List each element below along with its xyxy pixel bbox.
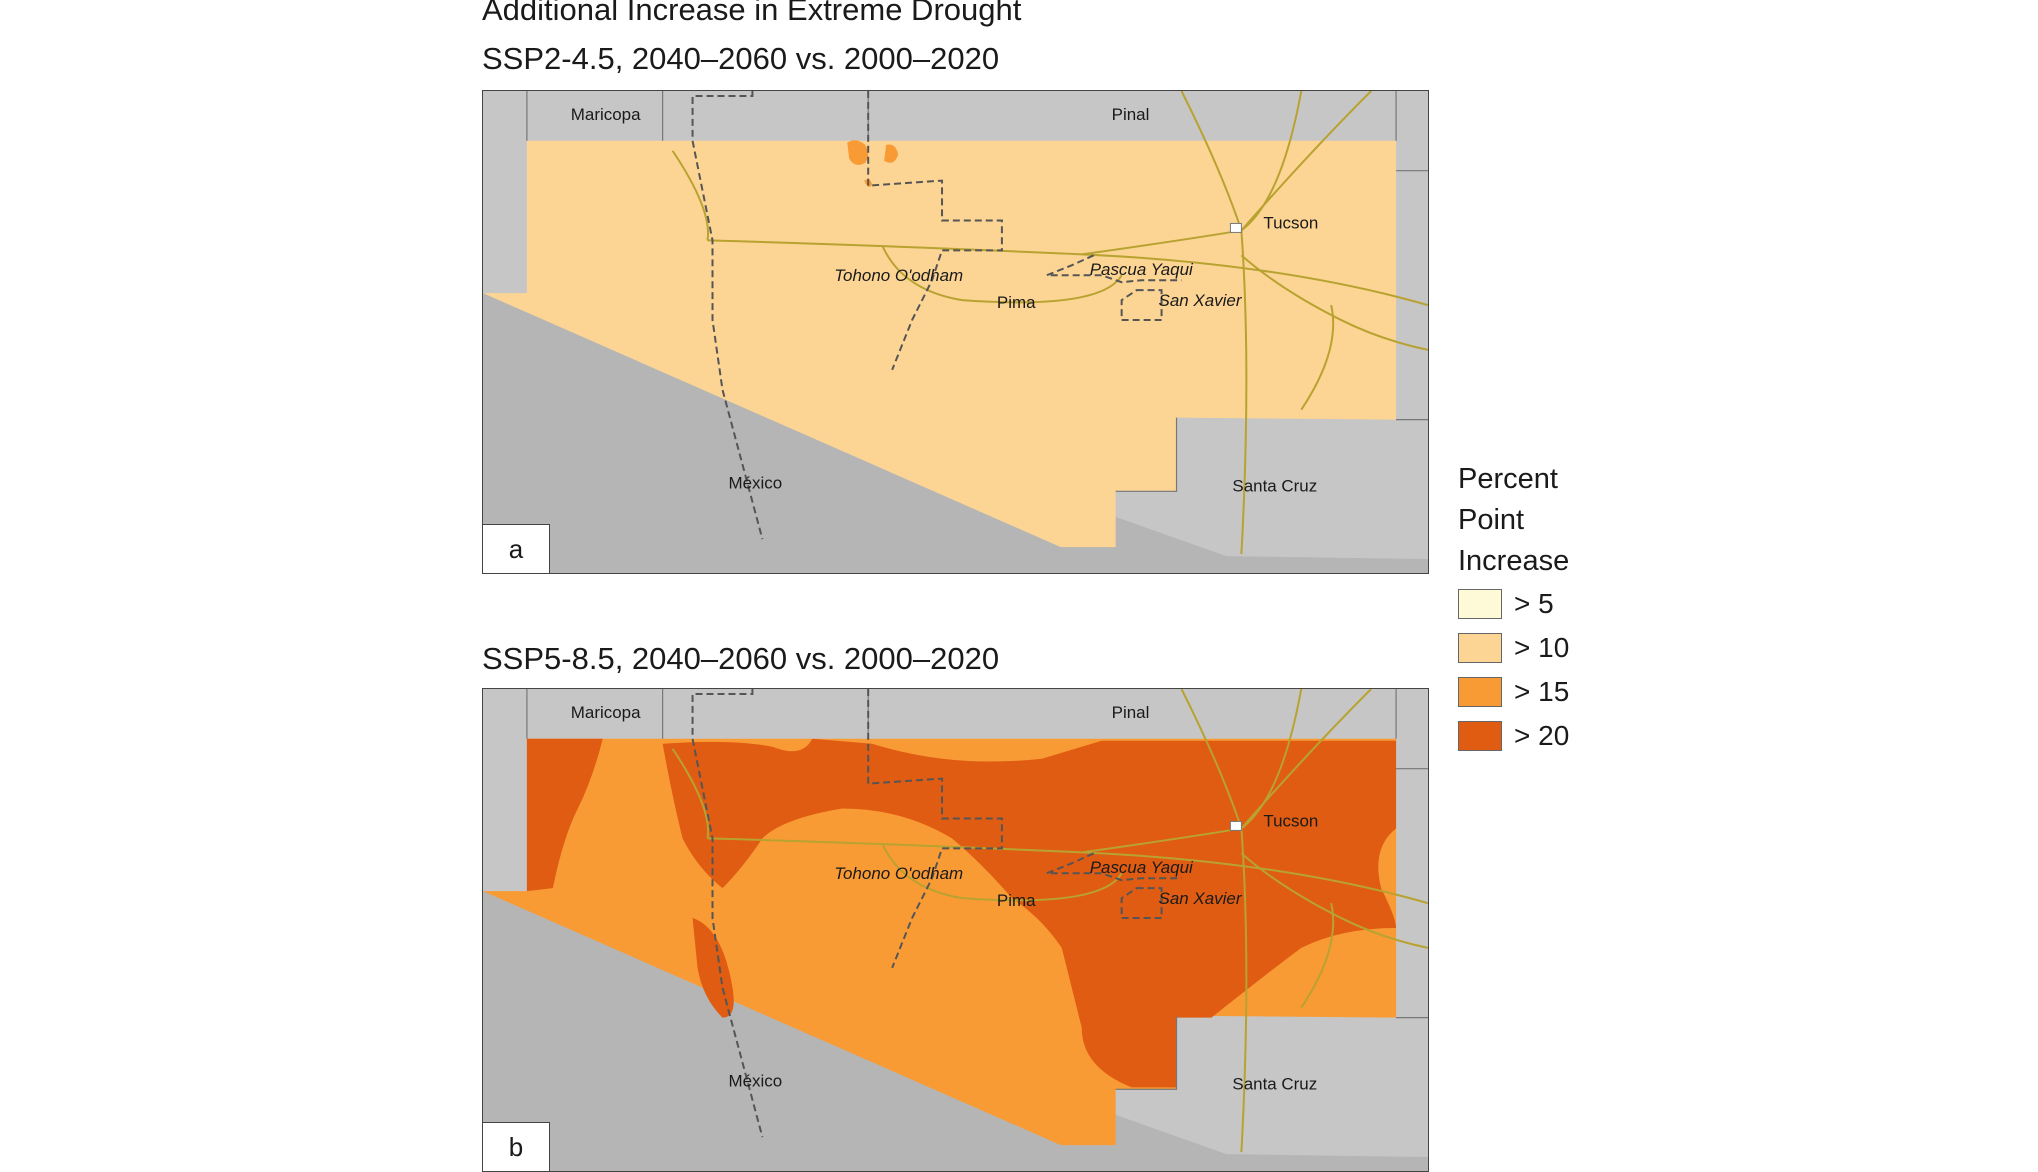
reservation-boundaries-a: [691, 91, 1182, 540]
map-a-svg: Maricopa Pinal Tucson Tohono O'odham Pas…: [483, 91, 1428, 573]
label-maricopa: Maricopa: [571, 703, 641, 722]
mexico-region: [483, 891, 1428, 1171]
legend-swatch: [1458, 633, 1502, 663]
hotspot-a: [847, 140, 899, 187]
legend-item: > 15: [1458, 670, 1569, 714]
label-pima: Pima: [997, 293, 1036, 312]
reservation-boundaries-b: [691, 689, 1182, 1138]
map-panel-b: Maricopa Pinal Tucson Tohono O'odham Pas…: [482, 688, 1429, 1172]
legend-title-2: Point: [1458, 504, 1525, 536]
label-pascua: Pascua Yaqui: [1090, 858, 1194, 877]
legend-item: > 20: [1458, 714, 1569, 758]
roads-b: [671, 689, 1428, 1153]
label-pascua: Pascua Yaqui: [1090, 260, 1194, 279]
figure-title: Additional Increase in Extreme Drought: [482, 0, 1022, 27]
label-mexico: México: [728, 473, 782, 492]
legend-swatch: [1458, 677, 1502, 707]
mexico-region: [483, 293, 1428, 573]
label-pinal: Pinal: [1112, 105, 1150, 124]
label-pinal: Pinal: [1112, 703, 1150, 722]
label-tucson: Tucson: [1263, 811, 1318, 830]
label-tohono: Tohono O'odham: [834, 266, 963, 285]
label-santa-cruz: Santa Cruz: [1232, 1074, 1317, 1093]
panel-letter-b: b: [483, 1122, 550, 1171]
label-san-xavier: San Xavier: [1159, 889, 1243, 908]
legend-item: > 10: [1458, 626, 1569, 670]
legend-item: > 5: [1458, 582, 1569, 626]
label-santa-cruz: Santa Cruz: [1232, 476, 1317, 495]
label-mexico: México: [728, 1071, 782, 1090]
panel-letter-a: a: [483, 524, 550, 573]
legend-label: > 15: [1514, 676, 1570, 707]
legend-swatch: [1458, 721, 1502, 751]
legend-items: > 5 > 10 > 15 > 20: [1458, 582, 1569, 758]
panel-b-title: SSP5-8.5, 2040–2060 vs. 2000–2020: [482, 641, 1000, 676]
label-san-xavier: San Xavier: [1159, 291, 1243, 310]
legend-title-1: Percent: [1458, 463, 1558, 495]
legend-swatch: [1458, 589, 1502, 619]
label-maricopa: Maricopa: [571, 105, 641, 124]
label-tohono: Tohono O'odham: [834, 864, 963, 883]
map-b-svg: Maricopa Pinal Tucson Tohono O'odham Pas…: [483, 689, 1428, 1171]
label-pima: Pima: [997, 891, 1036, 910]
legend-title-3: Increase: [1458, 545, 1570, 577]
map-panel-a: Maricopa Pinal Tucson Tohono O'odham Pas…: [482, 90, 1429, 574]
roads-a: [671, 91, 1428, 555]
legend-label: > 10: [1514, 632, 1570, 663]
legend: Percent Point Increase > 5 > 10 > 15 > 20: [1458, 459, 1569, 758]
panel-a-title: SSP2-4.5, 2040–2060 vs. 2000–2020: [482, 41, 1000, 76]
legend-label: > 20: [1514, 720, 1570, 751]
legend-label: > 5: [1514, 588, 1554, 619]
label-tucson: Tucson: [1263, 213, 1318, 232]
